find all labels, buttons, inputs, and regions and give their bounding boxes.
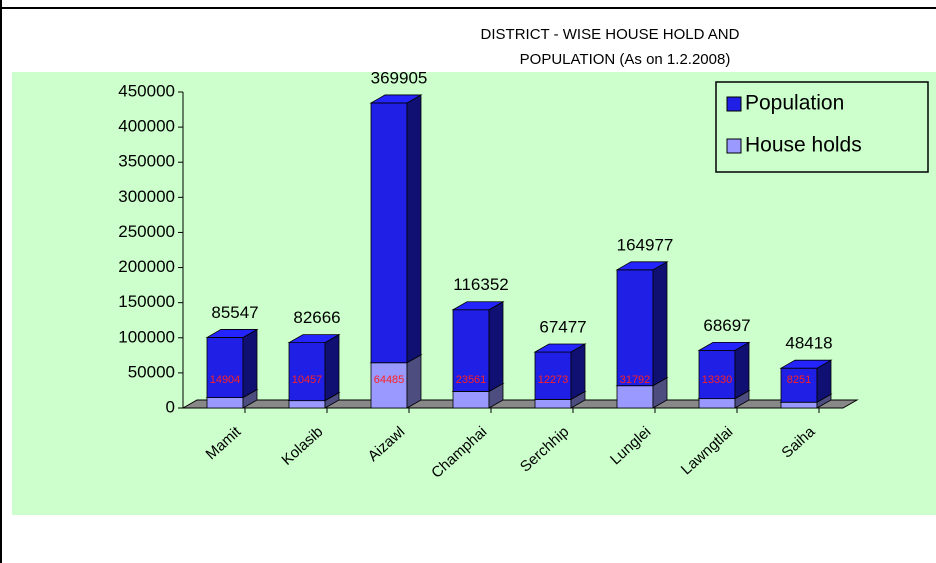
bar-front [616, 269, 654, 387]
bar-top [697, 341, 751, 351]
y-tick-label: 0 [166, 397, 175, 416]
chart-title: POPULATION (As on 1.2.2008) [520, 51, 731, 68]
y-tick-label: 300000 [118, 187, 175, 206]
data-label: 23561 [456, 374, 487, 386]
floor [181, 399, 859, 409]
bar-front [452, 391, 490, 409]
bar-front [206, 397, 244, 409]
data-label: 116352 [453, 275, 508, 294]
data-label: 8251 [787, 374, 811, 386]
data-label: 82666 [293, 308, 340, 327]
bar-front [288, 342, 326, 402]
data-label: 10457 [292, 374, 323, 386]
y-tick-label: 50000 [128, 362, 175, 381]
bar-side [652, 261, 668, 387]
legend-label: House holds [745, 134, 862, 157]
data-label: 14904 [210, 374, 241, 386]
data-label: 13330 [702, 374, 733, 386]
data-label: 67477 [539, 317, 586, 336]
legend-swatch [726, 138, 742, 154]
data-label: 85547 [211, 303, 258, 322]
legend-label: Population [745, 92, 844, 115]
bar-front [370, 362, 408, 409]
bar-side [488, 301, 504, 393]
bar-side [570, 343, 586, 401]
bar-side [734, 341, 750, 400]
bar-top [205, 329, 259, 338]
legend-swatch [726, 96, 742, 112]
y-tick-label: 400000 [118, 117, 175, 136]
y-tick-label: 350000 [118, 152, 175, 171]
bar-front [780, 401, 818, 409]
bar-front [288, 400, 326, 409]
y-tick-label: 450000 [118, 81, 175, 100]
bar-top [779, 359, 833, 369]
bar-side [324, 333, 340, 402]
data-label: 68697 [703, 316, 750, 335]
data-label: 64485 [374, 374, 405, 386]
data-label: 12273 [538, 374, 569, 386]
bar-front [370, 102, 408, 364]
bar-side [242, 328, 258, 399]
bar-side [406, 94, 422, 364]
bar-top [287, 334, 341, 344]
bar-front [534, 398, 572, 409]
y-tick-label: 100000 [118, 327, 175, 346]
y-tick-label: 250000 [118, 222, 175, 241]
bar-front [534, 351, 572, 400]
bar-top [533, 343, 587, 353]
bar-side [406, 354, 422, 409]
bar-top [615, 261, 669, 271]
data-label: 48418 [785, 334, 832, 353]
y-tick-label: 200000 [118, 257, 175, 276]
bar-front [206, 337, 244, 398]
bar-top [369, 94, 423, 104]
data-label: 31792 [620, 374, 651, 386]
y-tick-label: 150000 [118, 292, 175, 311]
bar-front [452, 309, 490, 392]
bar-front [698, 349, 736, 400]
chart-title: DISTRICT - WISE HOUSE HOLD AND [481, 26, 740, 43]
bar-top [451, 301, 505, 311]
data-label: 164977 [617, 235, 674, 254]
bar-front [616, 385, 654, 409]
bar-front [698, 398, 736, 409]
legend [715, 81, 929, 173]
data-label: 369905 [371, 68, 428, 87]
